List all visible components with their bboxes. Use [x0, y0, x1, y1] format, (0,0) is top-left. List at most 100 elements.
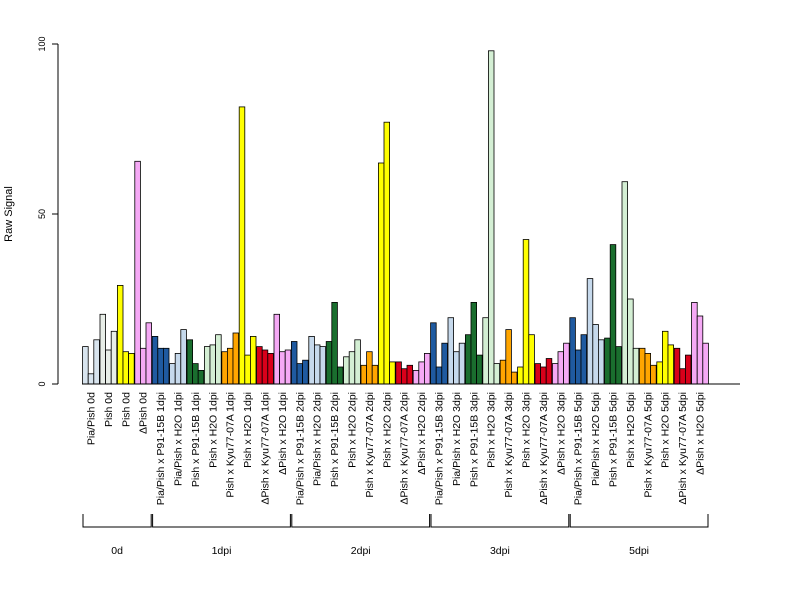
bar-17-2 — [389, 361, 396, 385]
bar-8-0 — [221, 351, 228, 385]
bar-22-1 — [470, 301, 477, 385]
bar-31-2 — [632, 347, 640, 385]
bar-2-1 — [122, 351, 129, 385]
x-tick-label: Pish x Kyu77-07A 3dpi — [503, 392, 515, 498]
bar-20-0 — [430, 322, 437, 385]
x-tick-label: ΔPish x H2O 2dpi — [416, 392, 428, 475]
bar-7-1 — [209, 344, 216, 385]
bar-18-1 — [400, 368, 408, 385]
bar-27-1 — [557, 351, 564, 385]
bar-3-0 — [134, 160, 141, 385]
bar-20-2 — [441, 342, 448, 385]
bar-18-2 — [406, 364, 413, 385]
bar-32-0 — [639, 347, 646, 385]
x-tick-label: Pish x P91-15B 5dpi — [608, 392, 620, 487]
bar-6-2 — [197, 369, 205, 385]
bars-layer — [82, 50, 709, 385]
bar-7-0 — [203, 346, 211, 385]
group-bracket — [569, 514, 709, 528]
group-label: 0d — [111, 545, 123, 557]
bar-32-1 — [644, 352, 651, 385]
x-tick-label: Pish x P91-15B 1dpi — [190, 392, 202, 487]
bar-32-2 — [650, 364, 657, 385]
bar-1-2 — [110, 330, 118, 385]
bar-16-0 — [360, 364, 367, 385]
x-tick-label: ΔPish 0d — [138, 392, 150, 434]
group-bracket — [152, 514, 291, 528]
bar-22-0 — [464, 334, 472, 385]
bar-21-0 — [447, 317, 454, 385]
bar-9-0 — [238, 106, 246, 385]
bar-25-0 — [517, 366, 524, 385]
bar-26-2 — [545, 358, 553, 385]
x-tick-label: ΔPish x Kyu77-07A 3dpi — [538, 392, 550, 505]
x-tick-label: Pia/Pish x H2O 2dpi — [312, 392, 324, 486]
y-axis-ticks: 0 50 100 — [37, 36, 58, 387]
x-tick-label: Pish x Kyu77-07A 5dpi — [642, 392, 654, 498]
bar-27-0 — [552, 363, 559, 385]
bar-29-0 — [586, 278, 594, 385]
bar-23-0 — [482, 317, 489, 385]
bar-16-1 — [366, 351, 373, 385]
bar-25-1 — [522, 239, 530, 385]
x-tick-label: Pia/Pish x P91-15B 2dpi — [294, 392, 306, 505]
y-tick-label: 100 — [37, 36, 47, 51]
y-axis-label: Raw Signal — [3, 186, 15, 242]
bar-24-0 — [499, 359, 507, 385]
x-tick-label: Pia/Pish x H2O 1dpi — [173, 392, 185, 486]
bar-3-1 — [139, 347, 147, 385]
y-tick-label: 50 — [37, 209, 47, 219]
bar-30-0 — [604, 337, 611, 385]
bar-30-1 — [609, 244, 617, 385]
x-tick-label: ΔPish x Kyu77-07A 5dpi — [677, 392, 689, 505]
bar-12-1 — [296, 363, 303, 385]
bar-4-0 — [151, 335, 159, 385]
bar-33-1 — [662, 330, 669, 385]
bar-11-1 — [279, 351, 286, 385]
x-tick-label: Pish x H2O 2dpi — [381, 392, 393, 468]
bar-18-0 — [395, 361, 402, 385]
bar-31-0 — [621, 181, 628, 385]
x-tick-label: ΔPish x Kyu77-07A 2dpi — [399, 392, 411, 505]
group-label: 5dpi — [629, 545, 649, 557]
bar-10-2 — [267, 352, 274, 385]
bar-8-2 — [232, 332, 239, 385]
group-bracket — [430, 514, 570, 528]
x-tick-label: Pish x H2O 3dpi — [486, 392, 498, 468]
bar-34-2 — [685, 354, 692, 385]
bar-25-2 — [528, 334, 535, 385]
bar-6-0 — [186, 339, 193, 385]
bar-27-2 — [563, 342, 570, 385]
x-tick-label: Pish x H2O 2dpi — [347, 392, 359, 468]
bar-20-1 — [435, 366, 443, 385]
x-tick-label: Pish x P91-15B 3dpi — [468, 392, 480, 487]
x-tick-label: Pish x P91-15B 2dpi — [329, 392, 341, 487]
group-bracket — [82, 514, 152, 528]
bar-26-0 — [534, 363, 541, 385]
bar-7-2 — [215, 334, 222, 385]
bar-5-0 — [169, 363, 176, 385]
bar-0-0 — [82, 346, 89, 385]
bar-0-2 — [93, 339, 100, 385]
bar-9-1 — [244, 354, 251, 385]
bar-10-1 — [261, 349, 269, 385]
bar-17-1 — [383, 121, 390, 385]
bar-21-2 — [458, 342, 466, 385]
x-tick-label: Pia/Pish x P91-15B 1dpi — [155, 392, 167, 505]
bar-4-2 — [162, 347, 170, 385]
bar-35-2 — [702, 342, 709, 385]
x-tick-label: Pia/Pish x H2O 5dpi — [590, 392, 602, 486]
bar-31-1 — [627, 298, 634, 385]
bar-0-1 — [87, 373, 95, 385]
bar-29-1 — [592, 324, 599, 385]
bar-15-0 — [343, 356, 350, 385]
bar-23-1 — [487, 50, 495, 385]
bar-14-2 — [336, 366, 344, 385]
bar-13-2 — [319, 346, 326, 385]
x-tick-label: Pish x H2O 1dpi — [207, 392, 219, 468]
bar-33-0 — [656, 361, 663, 385]
x-tick-label: Pia/Pish x H2O 3dpi — [451, 392, 463, 486]
group-label: 3dpi — [490, 545, 510, 557]
bar-10-0 — [256, 346, 263, 385]
bar-28-0 — [569, 317, 576, 385]
